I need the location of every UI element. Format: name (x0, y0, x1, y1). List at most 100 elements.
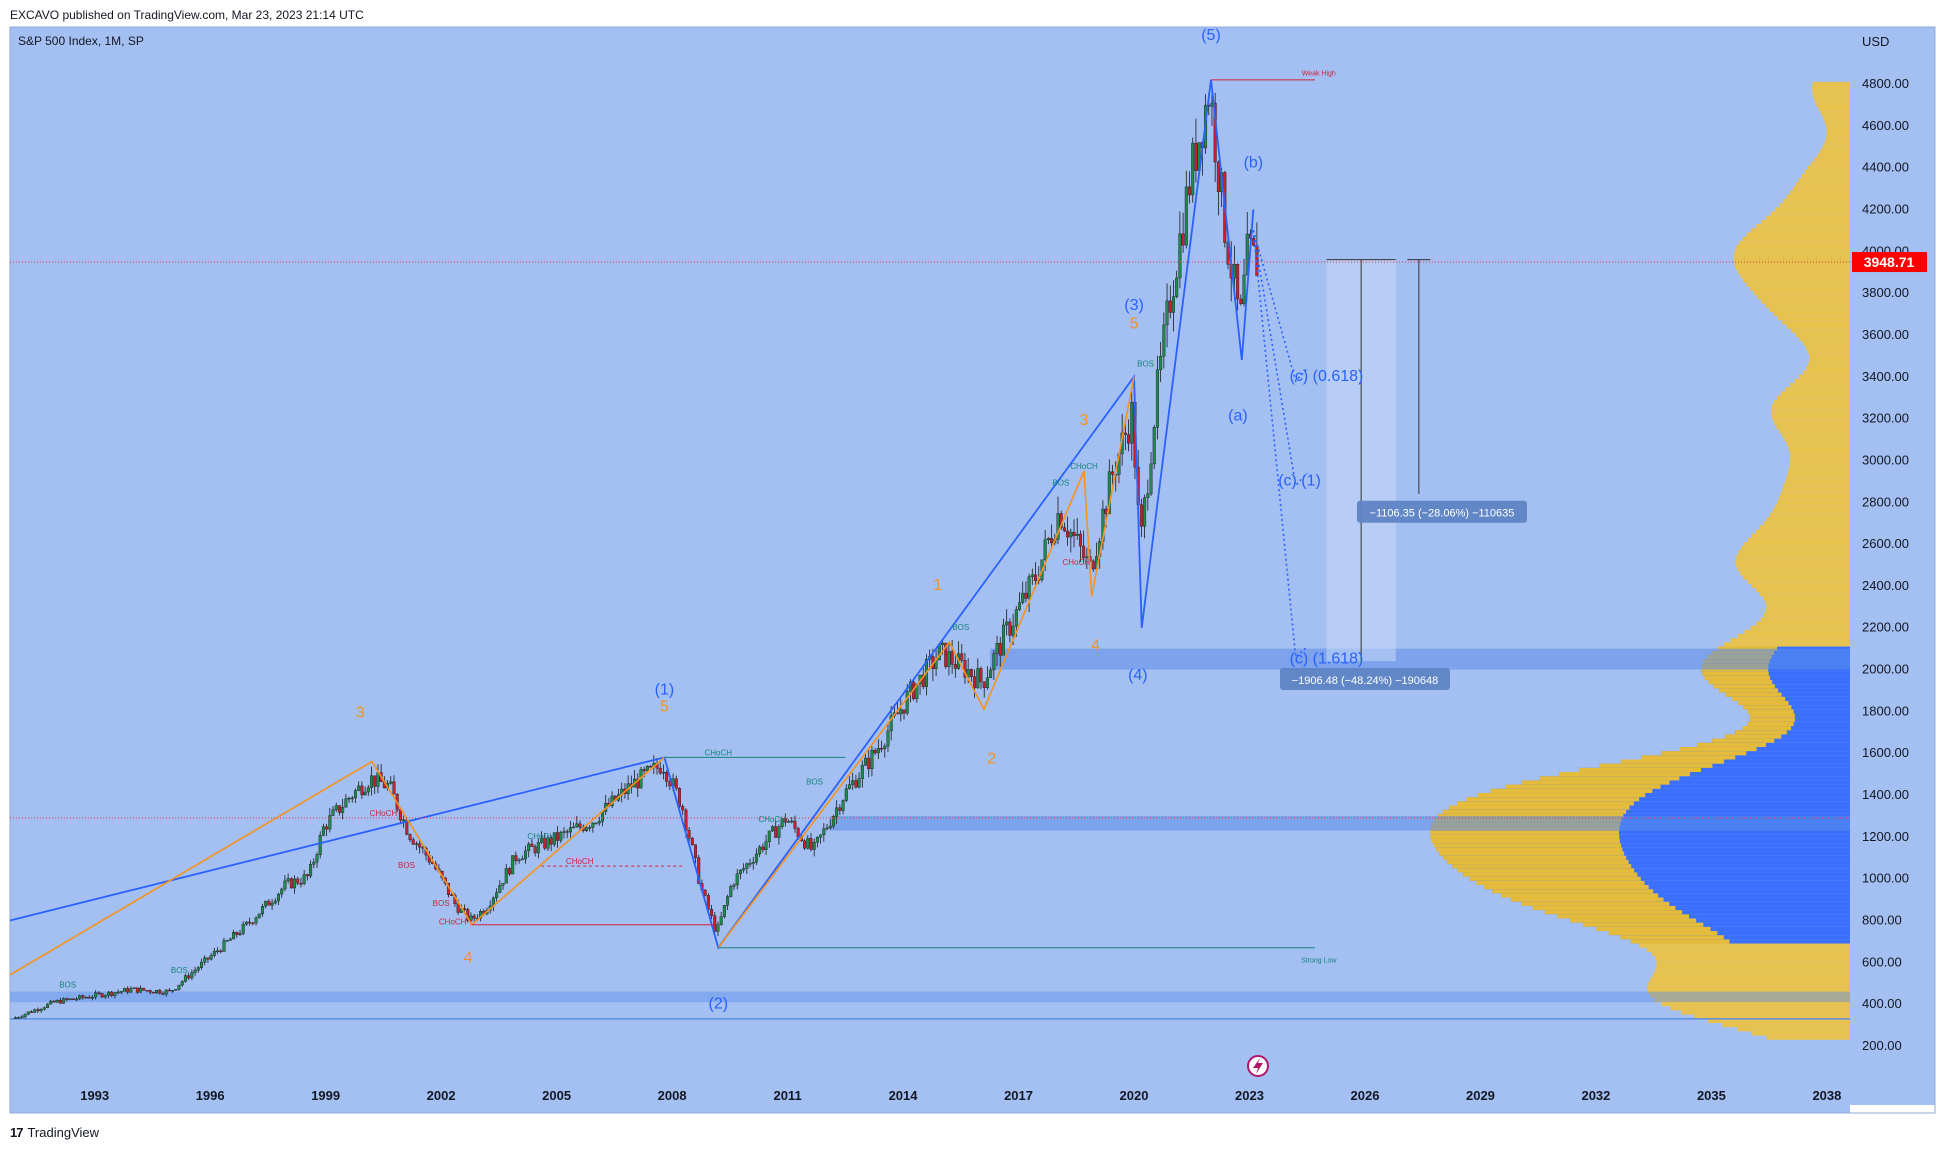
profile-bin-edge (1457, 801, 1634, 805)
candle-body (502, 883, 505, 885)
candle-body (858, 779, 861, 788)
candle-body (511, 855, 514, 874)
profile-bin (1779, 429, 1850, 433)
candle-body (43, 1008, 46, 1010)
candle-body (826, 828, 829, 829)
candle-body (1009, 622, 1012, 636)
candle-body (110, 992, 113, 996)
profile-bin-edge (1705, 676, 1770, 680)
candle-body (351, 798, 354, 799)
profile-bin (1757, 295, 1850, 299)
y-tick-label: 1000.00 (1862, 871, 1909, 886)
candle-body (993, 653, 996, 669)
profile-bin (1775, 207, 1850, 211)
profile-bin-edge (1557, 914, 1689, 918)
candle-body (563, 831, 566, 832)
profile-bin-edge (1430, 831, 1619, 835)
candle-body (370, 776, 373, 788)
profile-bin (1823, 145, 1850, 149)
y-tick-label: 3000.00 (1862, 452, 1909, 467)
candle-body (303, 875, 306, 884)
profile-bin (1772, 404, 1850, 408)
profile-bin (1737, 1027, 1850, 1031)
profile-bin (1773, 312, 1850, 316)
wave-label: (3) (1124, 297, 1144, 314)
candle-body (187, 976, 190, 978)
profile-bin (1743, 278, 1850, 282)
profile-bin (1736, 563, 1850, 567)
profile-bin (1823, 115, 1850, 119)
candle-body (559, 832, 562, 840)
candle-body (508, 868, 511, 874)
y-tick-label: 800.00 (1862, 913, 1902, 928)
candle-body (765, 842, 768, 850)
profile-bin (1799, 178, 1850, 182)
candle-body (49, 1001, 52, 1004)
profile-bin (1818, 153, 1850, 157)
candle-body (450, 895, 453, 896)
profile-bin (1777, 500, 1850, 504)
candle-body (662, 772, 665, 773)
structure-label: CHoCH (1070, 462, 1098, 471)
wave-label: 5 (660, 698, 669, 715)
profile-bin (1748, 580, 1850, 584)
lightning-icon[interactable] (1248, 1056, 1268, 1076)
candle-body (1175, 278, 1178, 297)
candle-body (521, 859, 524, 860)
candle-body (1021, 593, 1024, 602)
profile-bin (1734, 253, 1850, 257)
profile-bin (1655, 969, 1850, 973)
structure-label: BOS (1052, 479, 1069, 488)
profile-bin-edge (1732, 697, 1785, 701)
profile-bin (1740, 571, 1850, 575)
candle-body (393, 782, 396, 795)
structure-label: CHoCH (1062, 558, 1090, 567)
y-tick-label: 2000.00 (1862, 662, 1909, 677)
candle-body (69, 999, 72, 1000)
candle-body (531, 844, 534, 847)
candle-body (1025, 593, 1028, 598)
candle-body (357, 786, 360, 791)
candle-body (139, 988, 142, 992)
y-tick-label: 200.00 (1862, 1038, 1902, 1053)
candle-body (114, 993, 117, 996)
profile-bin-edge (1559, 772, 1690, 776)
candle-body (803, 841, 806, 848)
footer-brand[interactable]: 17 TradingView (10, 1125, 99, 1140)
profile-bin (1806, 366, 1850, 370)
candle-body (1166, 301, 1169, 325)
candle-body (322, 827, 325, 836)
candle-body (1217, 162, 1220, 192)
candle-body (210, 955, 213, 959)
candle-body (1169, 301, 1172, 313)
profile-bin-edge (1725, 734, 1781, 738)
candle-body (794, 821, 797, 829)
profile-bin (1821, 111, 1850, 115)
candle-body (1182, 234, 1185, 245)
profile-bin-edge (1447, 860, 1628, 864)
profile-bin-edge (1470, 877, 1641, 881)
candle-body (646, 766, 649, 771)
candle-body (94, 993, 97, 997)
profile-bin (1760, 592, 1850, 596)
candle-body (175, 989, 178, 990)
candle-body (27, 1012, 30, 1014)
y-tick-label: 400.00 (1862, 996, 1902, 1011)
candle-body (21, 1017, 24, 1018)
x-tick-label: 2020 (1120, 1088, 1149, 1103)
profile-bin (1813, 94, 1850, 98)
profile-bin (1795, 333, 1850, 337)
profile-bin (1787, 475, 1850, 479)
profile-bin (1731, 638, 1850, 642)
candle-body (277, 894, 280, 901)
wave-label: 4 (1091, 638, 1100, 655)
y-tick-label: 1400.00 (1862, 787, 1909, 802)
wave-label: (b) (1244, 155, 1264, 172)
candle-body (146, 990, 149, 991)
profile-bin-edge (1680, 747, 1756, 751)
candle-body (595, 823, 598, 824)
profile-bin (1735, 249, 1850, 253)
profile-bin (1815, 99, 1850, 103)
wave-label: 4 (464, 949, 473, 966)
